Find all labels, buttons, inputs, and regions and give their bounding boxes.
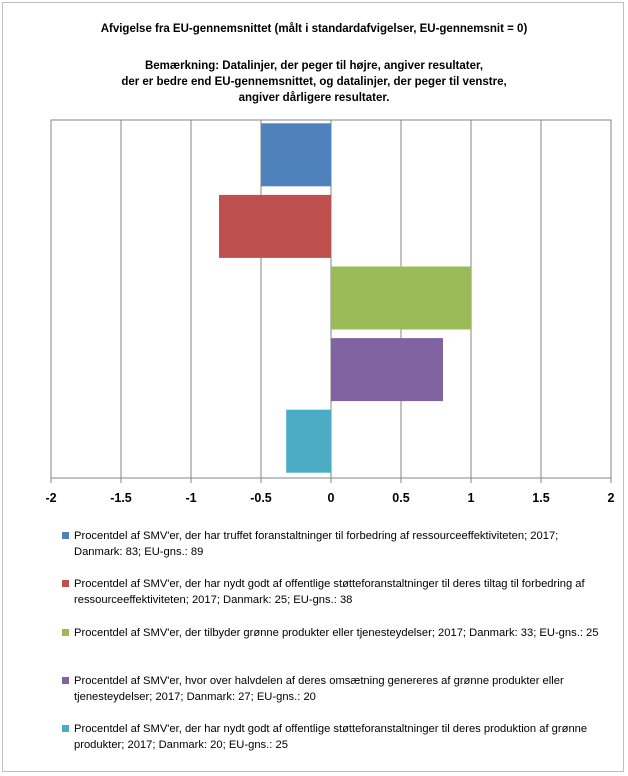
bar-series-1 [261,123,331,187]
legend-item: Procentdel af SMV'er, der har nydt godt … [62,721,602,753]
bar-chart: -2 -1.5 -1 -0.5 0 0.5 1 1.5 2 [45,119,615,505]
bar-series-3 [331,266,471,330]
legend-item: Procentdel af SMV'er, der tilbyder grønn… [62,625,602,641]
bar-series-2 [219,194,331,258]
legend-item: Procentdel af SMV'er, hvor over halvdele… [62,673,602,705]
legend-label: Procentdel af SMV'er, der har nydt godt … [74,723,588,751]
legend-label: Procentdel af SMV'er, der har nydt godt … [74,578,585,606]
x-tick-labels: -2 -1.5 -1 -0.5 0 0.5 1 1.5 2 [45,478,615,505]
bar-series-4 [331,338,443,402]
x-tick-label: -2 [45,491,56,505]
x-tick-label: -1.5 [110,491,132,505]
legend-swatch [62,532,69,539]
bars [219,123,471,473]
legend-label: Procentdel af SMV'er, der tilbyder grønn… [74,627,599,639]
x-tick-label: 0 [328,491,335,505]
chart-subtitle: Bemærkning: Datalinjer, der peger til hø… [121,60,507,104]
x-tick-label: 0.5 [392,491,409,505]
legend-swatch [62,580,69,587]
chart-title: Afvigelse fra EU-gennemsnittet (målt i s… [100,23,528,35]
legend-item: Procentdel af SMV'er, der har truffet fo… [62,528,602,560]
x-tick-label: 1.5 [532,491,549,505]
x-tick-label: 1 [468,491,475,505]
legend-swatch [62,677,69,684]
legend-swatch [62,629,69,636]
legend-item: Procentdel af SMV'er, der har nydt godt … [62,576,602,608]
x-tick-label: 2 [608,491,615,505]
legend-label: Procentdel af SMV'er, hvor over halvdele… [74,675,564,703]
legend-swatch [62,725,69,732]
bar-series-5 [286,409,331,473]
x-tick-label: -1 [185,491,196,505]
x-tick-label: -0.5 [250,491,272,505]
legend-label: Procentdel af SMV'er, der har truffet fo… [74,530,559,558]
